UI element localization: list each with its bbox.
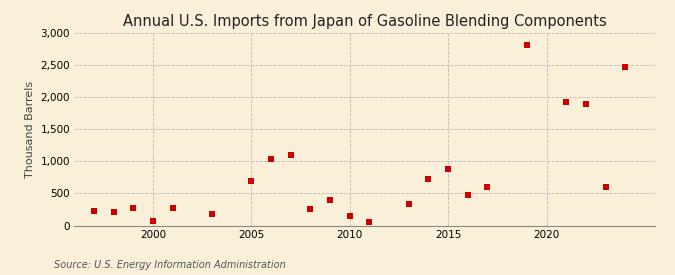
Text: Source: U.S. Energy Information Administration: Source: U.S. Energy Information Administ…	[54, 260, 286, 270]
Y-axis label: Thousand Barrels: Thousand Barrels	[25, 81, 35, 178]
Title: Annual U.S. Imports from Japan of Gasoline Blending Components: Annual U.S. Imports from Japan of Gasoli…	[123, 14, 606, 29]
